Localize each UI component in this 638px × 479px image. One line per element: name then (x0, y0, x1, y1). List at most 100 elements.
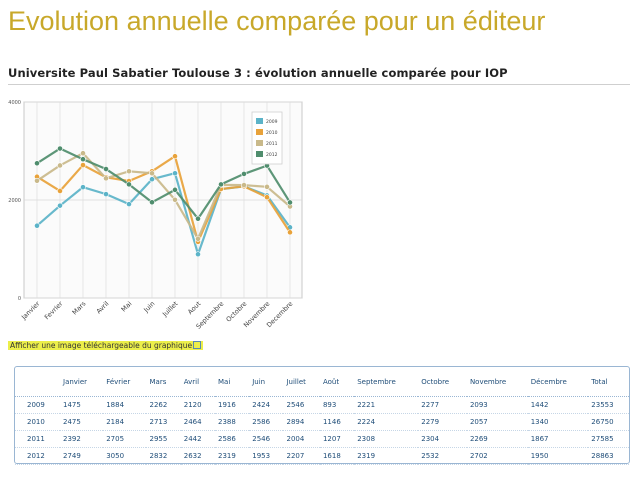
x-tick-label: Avril (95, 300, 111, 316)
data-point-2010 (57, 188, 63, 194)
x-tick-label: Juillet (160, 299, 179, 318)
table-cell: 2184 (103, 413, 147, 431)
data-point-2012 (57, 145, 63, 152)
data-point-2012 (241, 171, 247, 177)
data-point-2011 (149, 170, 155, 177)
data-point-2010 (80, 162, 86, 168)
column-header: Avril (180, 367, 215, 397)
table-cell: 1884 (103, 396, 147, 414)
data-point-2012 (218, 181, 224, 188)
data-point-2010 (264, 194, 270, 201)
series-line-2010 (36, 155, 291, 243)
table-cell: 2832 (146, 447, 181, 465)
data-point-2011 (241, 182, 247, 189)
x-tick-label: Mai (120, 300, 134, 314)
column-header: Février (103, 367, 147, 397)
table-cell: 2586 (249, 413, 284, 431)
table-cell: 1340 (527, 413, 589, 431)
data-point-2009 (126, 201, 132, 208)
column-header: Mars (146, 367, 181, 397)
data-table-panel: Janvier Février Mars Avril Mai Juin Juillet Aoû… (14, 366, 630, 465)
table-cell: 2279 (418, 413, 467, 431)
column-header: Décembre (527, 367, 589, 397)
column-header: Juin (249, 367, 284, 397)
table-cell: 2388 (214, 413, 250, 431)
table-cell: 2464 (180, 413, 215, 431)
table-cell: 2277 (418, 396, 467, 414)
table-cell: 2546 (283, 396, 320, 414)
x-tick-label: Mars (71, 299, 88, 316)
legend-label: 2009 (266, 119, 278, 125)
table-cell: 1146 (319, 413, 355, 431)
table-cell: 2749 (60, 447, 104, 465)
table-cell: 2010 (15, 413, 60, 431)
chart-heading: Universite Paul Sabatier Toulouse 3 : év… (8, 66, 508, 80)
x-tick-label: Juin (142, 300, 157, 315)
table-row: 2010 2475 2184 2713 2464 2388 2586 2894 1146 2224… (15, 413, 629, 431)
table-cell: 2702 (466, 447, 528, 465)
legend-label: 2010 (266, 130, 278, 136)
data-point-2012 (172, 186, 178, 193)
data-point-2009 (34, 222, 40, 229)
table-cell: 2009 (15, 396, 60, 414)
table-cell: 1475 (60, 396, 104, 414)
table-cell: 26750 (588, 413, 629, 431)
column-header: Mai (214, 367, 250, 397)
table-cell: 2894 (283, 413, 320, 431)
column-header: Juillet (283, 367, 320, 397)
data-point-2011 (172, 196, 178, 203)
table-cell: 27585 (588, 430, 629, 448)
download-chart-link[interactable]: Afficher une image téléchargeable du gra… (8, 341, 204, 350)
table-cell: 2004 (283, 430, 320, 448)
column-header: Total (588, 367, 629, 397)
table-cell: 1867 (527, 430, 589, 448)
table-cell: 2304 (418, 430, 467, 448)
slide-title: Evolution annuelle comparée pour un édit… (8, 6, 546, 36)
heading-divider (8, 84, 630, 85)
data-point-2012 (126, 181, 132, 188)
table-cell: 2224 (354, 413, 419, 431)
x-tick-label: Fevrier (43, 300, 65, 322)
table-cell: 2424 (249, 396, 284, 414)
table-cell: 1953 (249, 447, 284, 465)
data-point-2012 (195, 215, 201, 222)
column-header: Novembre (466, 367, 528, 397)
legend-label: 2012 (266, 152, 278, 158)
data-point-2011 (264, 183, 270, 190)
column-header: Septembre (354, 367, 419, 397)
y-tick-label: 0 (18, 296, 21, 302)
data-point-2012 (80, 156, 86, 163)
download-chart-link-label[interactable]: Afficher une image téléchargeable du gra… (10, 341, 193, 350)
x-tick-label: Janvier (19, 300, 41, 322)
table-cell: 2713 (146, 413, 181, 431)
legend-swatch-2009 (256, 118, 263, 124)
x-tick-label: Aout (186, 299, 203, 316)
data-point-2012 (103, 166, 109, 172)
data-point-2011 (57, 162, 63, 169)
table-cell: 2955 (146, 430, 181, 448)
column-header: Août (319, 367, 355, 397)
table-cell: 2632 (180, 447, 215, 465)
data-point-2012 (149, 199, 155, 206)
table-header-row: Janvier Février Mars Avril Mai Juin Juillet Aoû… (15, 367, 629, 397)
data-point-2011 (195, 235, 201, 242)
table-cell: 2093 (466, 396, 528, 414)
table-cell: 893 (319, 396, 355, 414)
legend-label: 2011 (266, 141, 278, 147)
column-header: Janvier (60, 367, 104, 397)
table-cell: 2319 (354, 447, 419, 465)
table-cell: 2012 (15, 447, 60, 465)
table-cell: 3050 (103, 447, 147, 465)
column-header (15, 367, 60, 397)
data-point-2011 (80, 150, 86, 157)
table-cell: 23553 (588, 396, 629, 414)
data-point-2011 (103, 175, 109, 182)
y-tick-label: 2000 (8, 198, 21, 204)
series-line-2012 (36, 147, 291, 220)
data-point-2009 (172, 170, 178, 177)
data-table: Janvier Février Mars Avril Mai Juin Juillet Aoû… (15, 367, 629, 465)
data-point-2009 (149, 176, 155, 183)
series-line-2011 (36, 152, 291, 240)
table-cell: 2308 (354, 430, 419, 448)
table-cell: 1950 (527, 447, 589, 465)
